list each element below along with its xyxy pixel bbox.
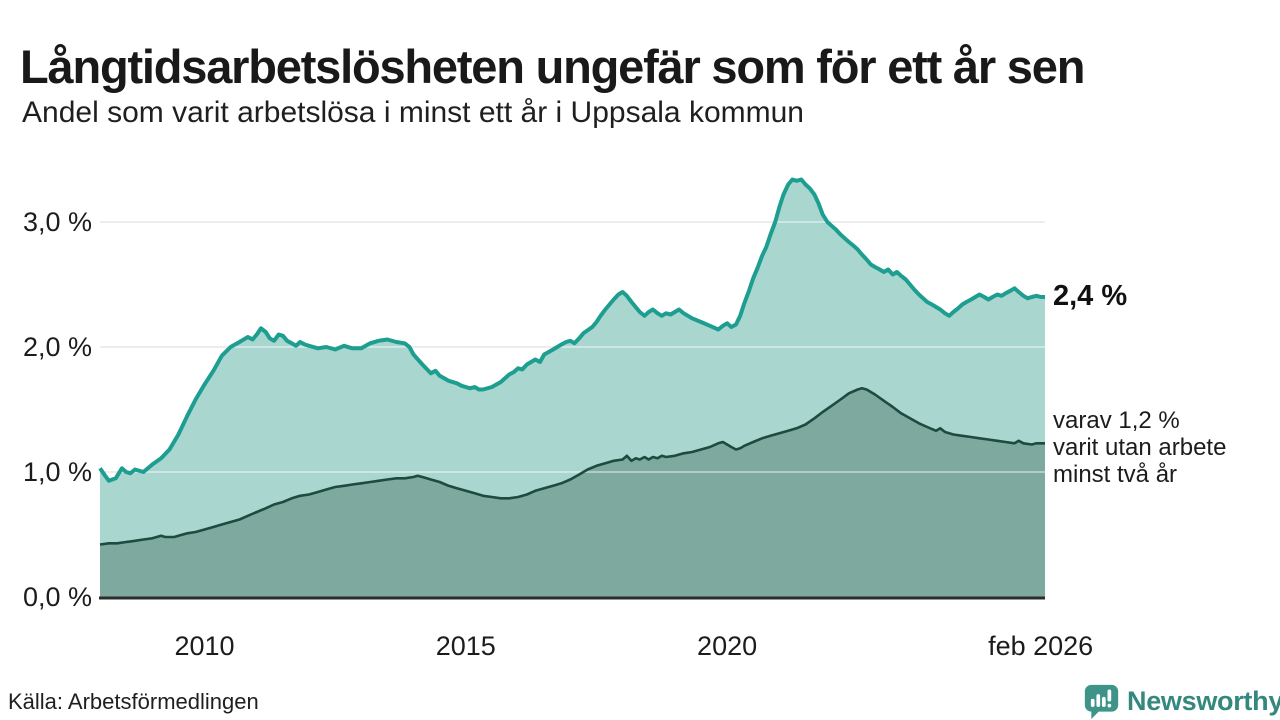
x-tick-label: feb 2026 [988, 631, 1094, 661]
annotation-line: varav 1,2 % [1053, 407, 1180, 434]
annotation-line: minst två år [1053, 461, 1178, 488]
x-tick-label: 2010 [174, 631, 235, 661]
newsworthy-logo: Newsworthy [1083, 682, 1280, 720]
annotation-line: varit utan arbete [1053, 434, 1227, 461]
y-tick-label: 3,0 % [22, 207, 92, 237]
end-value-annotation: 2,4 % [1053, 280, 1128, 312]
series-line-one-year [98, 177, 1045, 483]
chart-subtitle: Andel som varit arbetslösa i minst ett å… [22, 96, 804, 129]
y-tick-label: 1,0 % [22, 457, 92, 487]
area-fill-two-years [100, 388, 1045, 597]
x-tick-label: 2015 [435, 631, 496, 661]
y-tick-label: 0,0 % [22, 582, 92, 612]
series-line-two-years [99, 387, 1045, 546]
source-credit: Källa: Arbetsförmedlingen [8, 689, 259, 714]
y-tick-label: 2,0 % [22, 332, 92, 362]
page-title: Långtidsarbetslösheten ungefär som för e… [20, 40, 1085, 94]
gridlines-overlay [100, 221, 1045, 473]
newsworthy-wordmark: Newsworthy [1127, 685, 1280, 716]
newsworthy-speech-bubble-bar-chart-icon [1084, 684, 1119, 720]
x-tick-label: 2020 [697, 631, 758, 661]
sub-series-annotation: varav 1,2 % varit utan arbete minst två … [1053, 407, 1226, 488]
